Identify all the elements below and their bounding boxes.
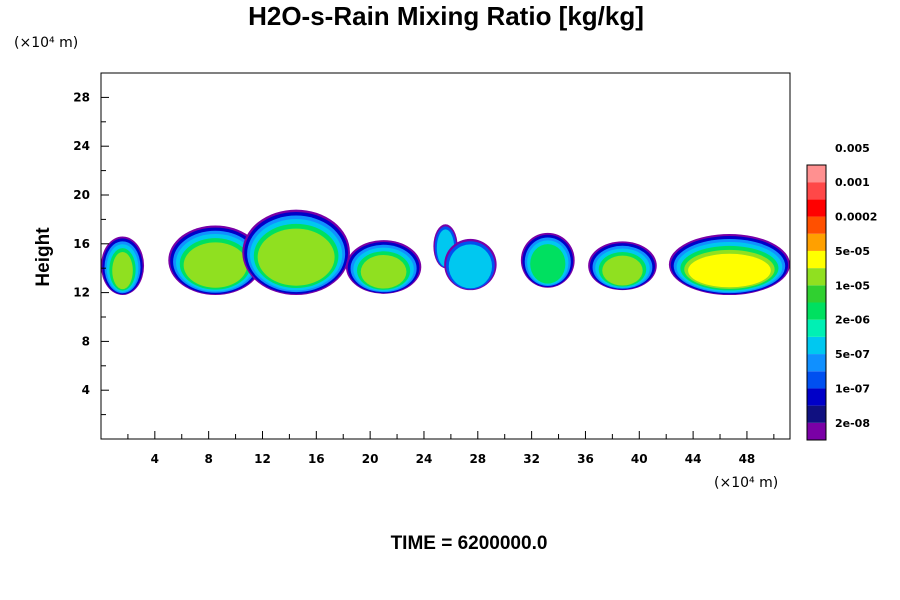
- colorbar-label: 5e-07: [835, 348, 870, 361]
- colorbar-label: 0.0002: [835, 211, 877, 224]
- colorbar-swatch: [807, 405, 826, 423]
- colorbar-swatch: [807, 371, 826, 389]
- colorbar-label: 2e-08: [835, 417, 870, 430]
- colorbar-swatch: [807, 422, 826, 440]
- colorbar-swatch: [807, 199, 826, 217]
- x-tick-label: 12: [254, 452, 271, 466]
- rain-cell-9-level-7: [688, 253, 771, 288]
- colorbar: 2e-08 1e-07 5e-07 2e-06 1e-05 5e-05 0.0002 0.00…: [806, 142, 877, 441]
- x-tick-label: 16: [308, 452, 325, 466]
- x-axis-ticks: 4 8 12 16 20 24 28 32 36 40 44 48: [127, 431, 775, 466]
- y-tick-label: 20: [73, 188, 90, 202]
- x-tick-label: 20: [362, 452, 379, 466]
- colorbar-swatch: [807, 233, 826, 251]
- rain-cell-1: [101, 236, 145, 296]
- colorbar-swatch: [807, 388, 826, 406]
- colorbar-swatch: [807, 319, 826, 337]
- y-axis-unit-label: (×10⁴ m): [14, 35, 78, 51]
- x-axis-unit-label: (×10⁴ m): [714, 475, 778, 491]
- colorbar-swatch: [807, 250, 826, 269]
- x-tick-label: 24: [416, 452, 433, 466]
- colorbar-swatch: [807, 336, 826, 355]
- time-label: TIME = 6200000.0: [391, 533, 548, 554]
- colorbar-frame: [806, 164, 827, 441]
- colorbar-swatch: [807, 354, 826, 372]
- colorbar-swatch: [807, 285, 826, 303]
- y-axis-ticks: 4 8 12 16 20 24 28: [73, 90, 109, 416]
- rain-cell-4: [345, 240, 422, 294]
- colorbar-swatch: [807, 182, 826, 200]
- colorbar-label: 2e-06: [835, 314, 870, 327]
- y-tick-label: 16: [73, 237, 90, 251]
- chart-title: H2O-s-Rain Mixing Ratio [kg/kg]: [248, 1, 644, 31]
- colorbar-label: 5e-05: [835, 245, 870, 258]
- colorbar-swatch: [807, 216, 826, 234]
- colorbar-label: 1e-07: [835, 382, 870, 395]
- rain-cell-4-level-6: [360, 255, 407, 289]
- y-tick-label: 24: [73, 139, 90, 153]
- rain-cell-2: [168, 225, 263, 296]
- rain-cell-8-level-6: [602, 255, 643, 286]
- colorbar-label: 1e-05: [835, 279, 870, 292]
- y-axis-label: Height: [33, 227, 54, 287]
- rain-cell-7-level-5: [530, 244, 566, 284]
- rain-cell-6-level-3: [448, 244, 493, 289]
- rain-cell-3: [242, 209, 350, 296]
- plot-frame: [100, 72, 791, 440]
- rain-cell-7: [520, 232, 575, 288]
- rain-cell-3-level-6: [257, 228, 335, 286]
- y-tick-label: 8: [82, 334, 90, 348]
- y-tick-label: 28: [73, 90, 90, 104]
- x-tick-label: 8: [204, 452, 212, 466]
- y-tick-label: 4: [82, 383, 90, 397]
- x-tick-label: 36: [577, 452, 594, 466]
- rain-cell-2-level-6: [183, 242, 248, 288]
- colorbar-swatch: [807, 268, 826, 286]
- y-tick-label: 12: [73, 286, 90, 300]
- rain-cell-1-level-6: [112, 251, 133, 290]
- colorbar-swatch: [807, 302, 826, 320]
- x-tick-label: 48: [739, 452, 756, 466]
- x-tick-label: 4: [151, 452, 159, 466]
- colorbar-label: 0.001: [835, 176, 870, 189]
- x-tick-label: 40: [631, 452, 648, 466]
- rain-cell-6: [444, 238, 497, 291]
- colorbar-swatch: [807, 165, 826, 183]
- colorbar-label: 0.005: [835, 142, 870, 155]
- rain-cell-8: [588, 241, 657, 291]
- rain-cells: [101, 209, 790, 296]
- x-tick-label: 32: [523, 452, 540, 466]
- rain-cell-9: [668, 234, 790, 296]
- x-tick-label: 44: [685, 452, 702, 466]
- x-tick-label: 28: [469, 452, 486, 466]
